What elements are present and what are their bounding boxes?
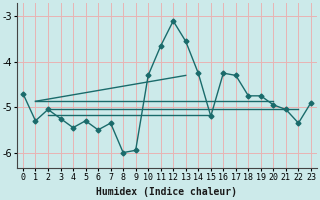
X-axis label: Humidex (Indice chaleur): Humidex (Indice chaleur) [96, 187, 237, 197]
